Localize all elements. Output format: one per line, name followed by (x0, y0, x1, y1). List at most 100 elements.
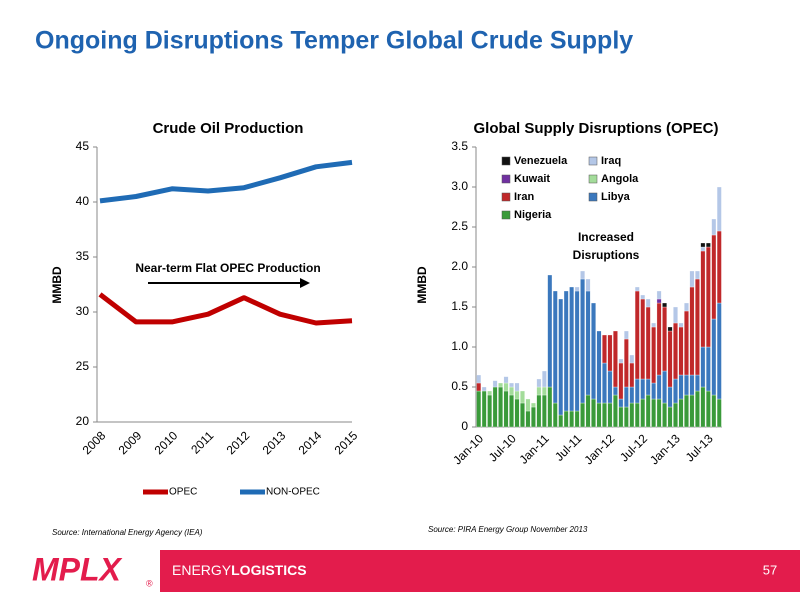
x-tick-label: Jan-10 (450, 431, 486, 467)
bar-segment (705, 246, 711, 348)
x-tick-label: 2009 (116, 428, 145, 457)
annotation: Increased Disruptions (572, 230, 640, 262)
bar-segment (509, 394, 514, 428)
bar-segment (678, 322, 684, 328)
bar-segment (525, 398, 531, 412)
x-tick-label: Jan-12 (581, 431, 617, 467)
bar-segment (547, 274, 553, 388)
x-tick-label: Jan-11 (516, 431, 551, 466)
x-tick-label: 2014 (296, 428, 325, 457)
bar-segment (623, 386, 629, 408)
source: Source: International Energy Agency (IEA… (52, 528, 203, 537)
bar-segment (563, 410, 569, 428)
y-tick-label: 20 (76, 414, 90, 428)
bar-segment (536, 386, 542, 396)
bar-segment (618, 362, 624, 400)
bar-segment (580, 270, 585, 280)
bar-segment (607, 370, 613, 404)
bar-segment (705, 242, 711, 248)
bar-segment (514, 390, 520, 400)
legend-label: OPEC (169, 487, 197, 498)
bar-segment (580, 278, 585, 404)
x-tick-label: Jul-10 (486, 431, 519, 464)
bar-segment (673, 402, 678, 428)
bar-segment (569, 286, 575, 412)
bar-segment (716, 398, 722, 428)
bar-segment (558, 414, 564, 428)
bar-segment (640, 294, 646, 300)
bar-segment (492, 386, 498, 428)
y-tick-label: 2.5 (451, 219, 468, 233)
bar-segment (541, 386, 547, 396)
legend-label: Nigeria (514, 209, 552, 221)
bar-segment (684, 310, 689, 376)
x-tick-label: 2011 (188, 428, 216, 456)
bar-segment (602, 402, 607, 428)
page-number: 57 (763, 562, 777, 577)
y-tick-label: 3.0 (451, 179, 468, 193)
bar-segment (503, 390, 509, 428)
x-tick-label: Jan-13 (647, 431, 683, 467)
legend-swatch (588, 174, 598, 184)
bar-segment (520, 402, 525, 428)
bar-segment (563, 290, 569, 412)
bar-segment (618, 398, 624, 408)
y-tick-label: 1.5 (451, 299, 468, 313)
bar-segment (623, 406, 629, 428)
bar-segment (634, 402, 640, 428)
line (99, 159, 353, 204)
bar-segment (656, 298, 662, 304)
bar-segment (662, 402, 667, 428)
bar-segment (613, 386, 618, 396)
bar-segment (667, 330, 673, 388)
legend-swatch (501, 174, 511, 184)
bar-segment (629, 354, 635, 364)
bar-segment (602, 334, 607, 364)
bar-segment (503, 382, 509, 392)
bar-segment (487, 394, 493, 428)
chart-title: Global Supply Disruptions (OPEC) (473, 120, 718, 137)
y-tick-label: 0 (461, 419, 468, 433)
annotation: Near-term Flat OPEC Production (135, 261, 320, 275)
bar-segment (689, 270, 695, 288)
x-tick-label: 2012 (224, 428, 253, 457)
slide-title: Ongoing Disruptions Temper Global Crude … (35, 27, 633, 55)
bar-segment (634, 290, 640, 380)
arrow-head (300, 278, 310, 288)
bar-segment (574, 286, 580, 292)
bar-segment (585, 290, 591, 396)
y-tick-label: 0.5 (451, 379, 468, 393)
y-tick-label: 25 (76, 359, 90, 373)
bar-segment (629, 362, 635, 388)
bar-segment (695, 374, 700, 392)
bar-segment (591, 398, 596, 428)
brand: ENERGYLOGISTICS (172, 562, 307, 578)
bar-segment (591, 302, 596, 400)
bar-segment (509, 386, 514, 396)
bar-segment (640, 298, 646, 380)
bar-segment (481, 390, 487, 428)
bar-segment (514, 382, 520, 392)
x-tick-label: Jul-13 (683, 431, 716, 464)
bar-segment (531, 406, 536, 428)
bar-segment (678, 374, 684, 400)
bar-segment (662, 306, 667, 372)
bar-segment (498, 382, 503, 388)
bar-segment (695, 390, 700, 428)
brand-bold: LOGISTICS (231, 562, 306, 578)
bar-segment (580, 402, 585, 428)
bar-segment (552, 402, 558, 428)
bar-segment (514, 398, 520, 428)
x-tick-label: 2010 (152, 428, 181, 457)
legend-swatch (501, 192, 511, 202)
bar-segment (656, 398, 662, 428)
source: Source: PIRA Energy Group November 2013 (428, 525, 588, 534)
bar-segment (700, 242, 706, 248)
bar-segment (541, 370, 547, 388)
legend-label: Libya (601, 191, 631, 203)
bar-segment (596, 330, 602, 404)
bar-segment (525, 410, 531, 428)
bar-segment (613, 394, 618, 428)
bar-segment (547, 386, 553, 428)
